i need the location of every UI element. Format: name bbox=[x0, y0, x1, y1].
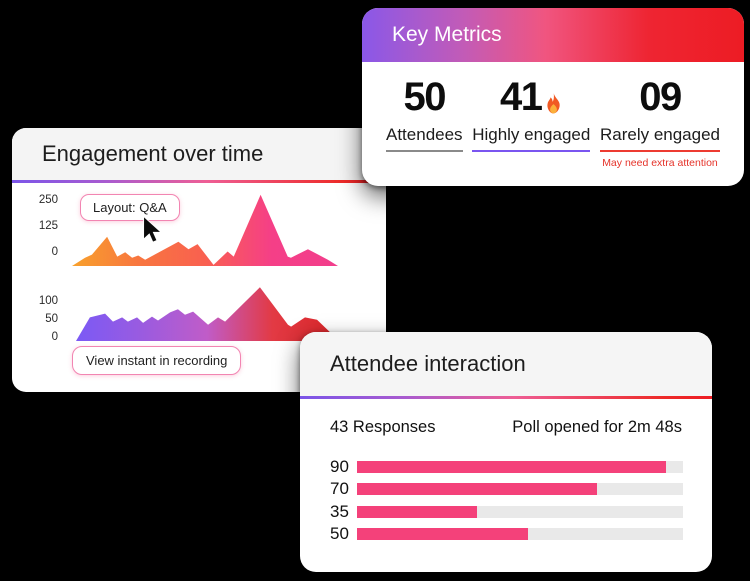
poll-bar-row: 50 bbox=[330, 524, 683, 543]
poll-bar-fill bbox=[357, 528, 529, 541]
key-metrics-header: Key Metrics bbox=[362, 8, 744, 62]
poll-bar-row: 35 bbox=[330, 502, 683, 521]
poll-bar-row: 90 bbox=[330, 457, 683, 476]
poll-bar-row: 70 bbox=[330, 479, 683, 498]
layout-tooltip: Layout: Q&A bbox=[80, 194, 180, 221]
poll-bar-value: 90 bbox=[330, 457, 349, 476]
key-metrics-title: Key Metrics bbox=[392, 23, 502, 46]
fire-icon bbox=[546, 93, 560, 114]
y-axis-tick: 50 bbox=[45, 313, 58, 325]
poll-bar-value: 50 bbox=[330, 524, 349, 544]
poll-bar-fill bbox=[357, 505, 477, 518]
attendee-card-header: Attendee interaction bbox=[300, 332, 712, 396]
attendees-count: 50 bbox=[403, 75, 447, 119]
upper-chart-y-axis: 250 125 0 bbox=[24, 194, 58, 258]
rarely-engaged-label: Rarely engaged bbox=[599, 125, 720, 152]
upper-engagement-area-chart bbox=[72, 194, 338, 266]
poll-bar-value: 70 bbox=[330, 479, 349, 499]
poll-bar-fill bbox=[357, 461, 666, 473]
gradient-divider bbox=[300, 396, 712, 399]
lower-chart-y-axis: 100 50 0 bbox=[24, 295, 58, 343]
engagement-over-time-card: Engagement over time 250 125 0 Layout: Q&A… bbox=[12, 128, 386, 392]
gradient-divider bbox=[12, 180, 386, 183]
poll-bar-value: 35 bbox=[330, 501, 349, 521]
attendees-label: Attendees bbox=[386, 125, 463, 152]
y-axis-tick: 0 bbox=[51, 331, 58, 343]
lower-engagement-area-chart bbox=[76, 287, 338, 341]
attendee-interaction-card: Attendee interaction 43 Responses Poll o… bbox=[300, 332, 712, 572]
responses-count: 43 Responses bbox=[330, 418, 436, 436]
poll-open-duration: Poll opened for 2m 48s bbox=[512, 418, 682, 436]
poll-bar-track bbox=[357, 483, 683, 496]
highly-engaged-label: Highly engaged bbox=[472, 125, 591, 152]
poll-bar-fill bbox=[357, 483, 598, 496]
attendee-card-title: Attendee interaction bbox=[330, 351, 526, 376]
rarely-engaged-count: 09 bbox=[639, 75, 682, 119]
poll-bar-track bbox=[357, 528, 683, 541]
metrics-row: 50 Attendees 41 Highly engaged 09 Rarely… bbox=[362, 62, 744, 169]
engagement-card-header: Engagement over time bbox=[12, 128, 386, 180]
rarely-engaged-note: May need extra attention bbox=[602, 156, 718, 169]
poll-bar-track bbox=[357, 461, 683, 473]
metric-highly-engaged: 41 Highly engaged bbox=[472, 75, 591, 169]
metric-rarely-engaged: 09 Rarely engaged May need extra attenti… bbox=[599, 75, 720, 169]
y-axis-tick: 125 bbox=[38, 220, 58, 232]
mouse-cursor-icon bbox=[143, 215, 163, 243]
highly-engaged-count: 41 bbox=[500, 75, 543, 119]
y-axis-tick: 0 bbox=[51, 246, 58, 258]
view-recording-button[interactable]: View instant in recording bbox=[72, 346, 242, 375]
poll-bar-track bbox=[357, 505, 683, 518]
y-axis-tick: 100 bbox=[38, 295, 58, 307]
y-axis-tick: 250 bbox=[38, 194, 58, 206]
poll-bar-chart: 90 70 35 50 bbox=[330, 457, 683, 551]
metric-attendees: 50 Attendees bbox=[386, 77, 463, 169]
key-metrics-card: Key Metrics 50 Attendees 41 Highly engag… bbox=[362, 8, 744, 186]
engagement-card-title: Engagement over time bbox=[42, 141, 264, 166]
poll-stats-row: 43 Responses Poll opened for 2m 48s bbox=[330, 418, 682, 437]
